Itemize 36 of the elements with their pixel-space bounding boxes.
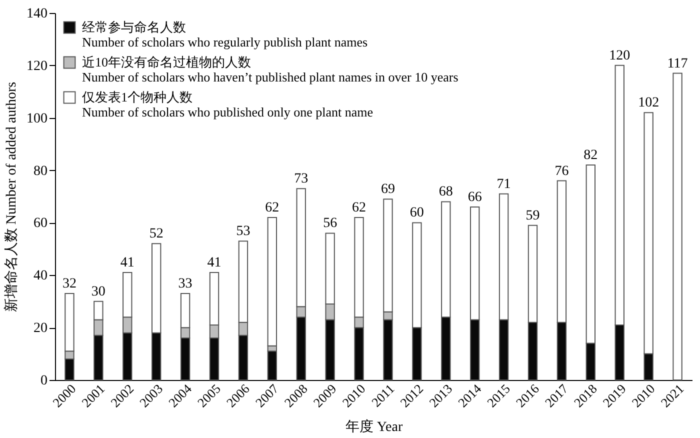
total-label: 33 bbox=[178, 276, 192, 292]
total-label: 120 bbox=[609, 48, 630, 64]
total-label: 82 bbox=[584, 148, 598, 164]
total-label: 71 bbox=[496, 176, 511, 192]
total-label: 102 bbox=[638, 96, 660, 111]
legend-label: 仅发表1个物种人数 Number of scholars who published only one plant name bbox=[82, 90, 374, 120]
total-label: 41 bbox=[120, 256, 134, 271]
y-tick-label: 0 bbox=[40, 374, 48, 388]
y-axis-title: 新增命名人数 Number of added authors bbox=[4, 82, 20, 312]
total-label: 59 bbox=[526, 208, 540, 224]
total-label: 41 bbox=[207, 256, 222, 271]
total-label: 117 bbox=[667, 56, 688, 72]
total-label: 73 bbox=[294, 172, 308, 187]
legend-label: 近10年没有命名过植物的人数 Number of scholars who haven’t published plant names in over 10 years bbox=[82, 54, 458, 84]
y-tick-label: 20 bbox=[34, 321, 48, 336]
total-label: 56 bbox=[323, 216, 338, 232]
y-tick-label: 60 bbox=[34, 216, 48, 232]
y-tick-label: 140 bbox=[26, 6, 48, 22]
legend-label: 经常参与命名人数 Number of scholars who regularly publish plant names bbox=[82, 20, 368, 50]
total-label: 62 bbox=[265, 200, 280, 216]
bar bbox=[672, 72, 682, 380]
y-tick-label: 80 bbox=[34, 164, 48, 179]
y-tick-label: 120 bbox=[26, 58, 48, 74]
y-tick-label: 100 bbox=[26, 111, 48, 126]
total-label: 62 bbox=[352, 200, 366, 216]
total-label: 76 bbox=[554, 164, 569, 179]
total-label: 60 bbox=[410, 206, 424, 221]
total-label: 30 bbox=[91, 284, 106, 300]
total-label: 53 bbox=[236, 224, 250, 240]
total-label: 32 bbox=[62, 276, 76, 292]
total-label: 68 bbox=[438, 184, 453, 200]
total-label: 52 bbox=[149, 226, 164, 242]
total-label: 69 bbox=[380, 182, 395, 198]
total-label: 66 bbox=[468, 190, 482, 205]
y-tick-label: 40 bbox=[34, 268, 48, 284]
x-axis-title: 年度 Year bbox=[345, 419, 403, 436]
